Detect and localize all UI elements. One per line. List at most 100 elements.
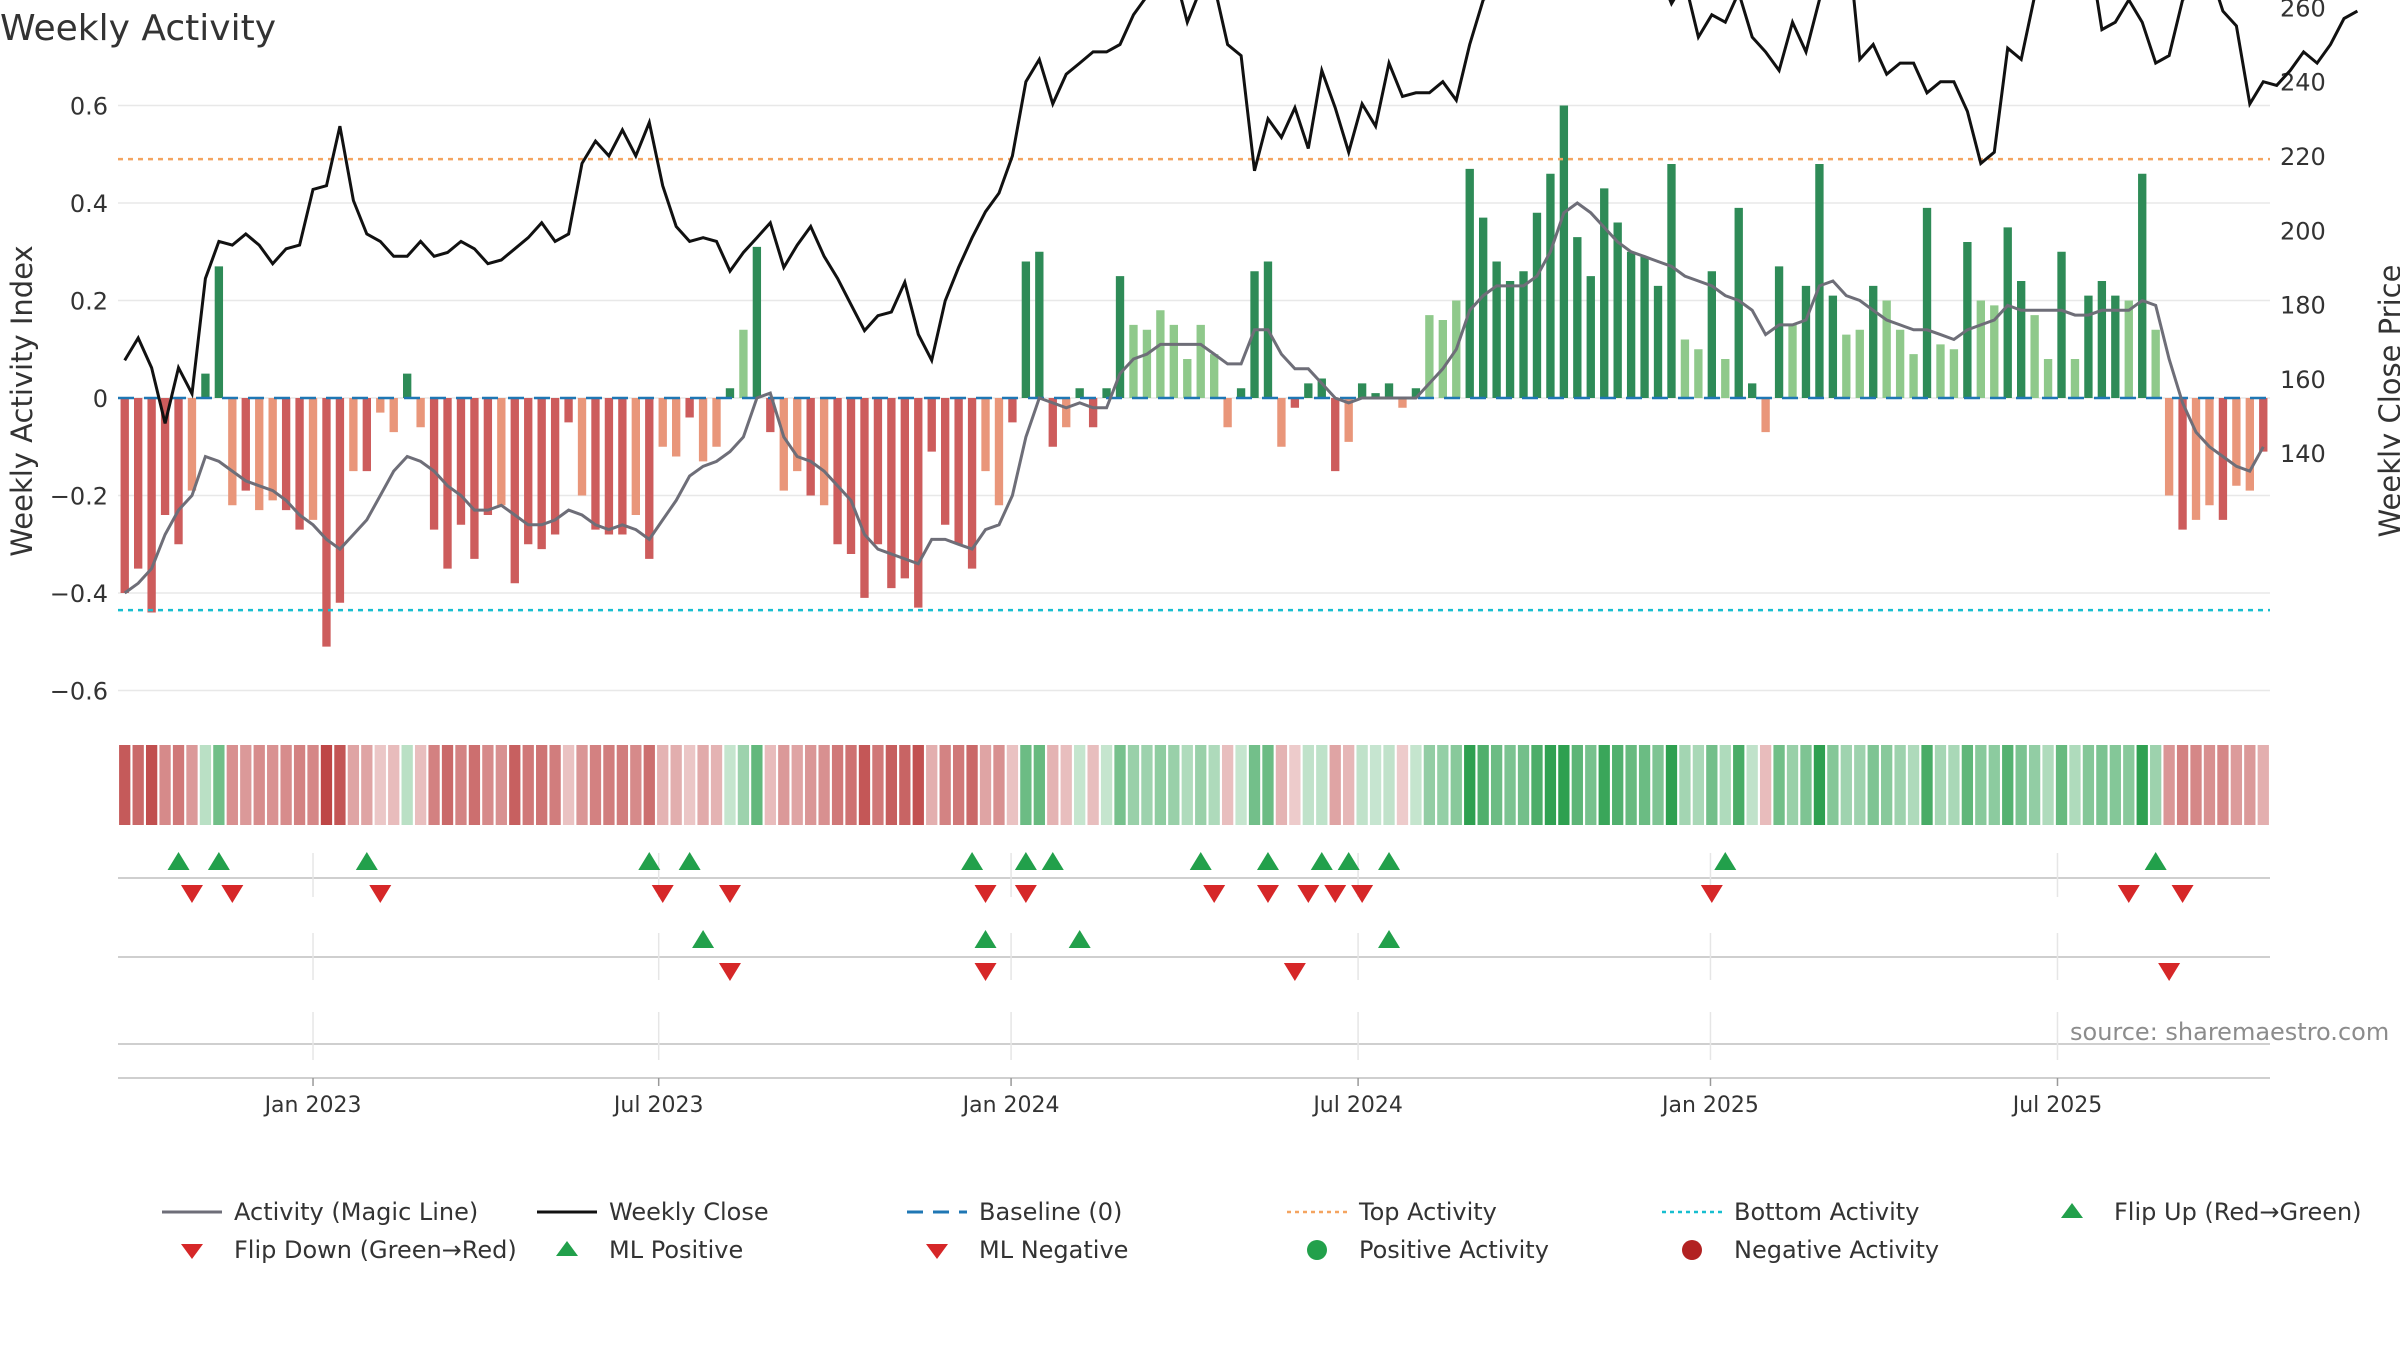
activity-bar xyxy=(1895,329,1905,398)
heat-strip-cell xyxy=(1369,745,1382,825)
heat-strip-cell xyxy=(1719,745,1731,825)
heat-strip-cell xyxy=(159,745,171,825)
y-axis-right: 300280260240220200180160140 xyxy=(2280,0,2326,468)
event-rows xyxy=(118,852,2270,1079)
heat-strip-cell xyxy=(414,745,427,825)
activity-bar xyxy=(1626,251,1636,398)
activity-bar xyxy=(1748,383,1757,398)
activity-bar xyxy=(806,398,815,496)
activity-bar xyxy=(120,398,129,593)
heat-strip-cell xyxy=(1154,745,1167,825)
activity-bar xyxy=(443,398,452,569)
heat-strip-cell xyxy=(1638,745,1651,825)
heat-strip-cell xyxy=(2109,745,2121,825)
heat-strip-cell xyxy=(320,745,333,825)
heat-strip-cell xyxy=(1181,745,1193,825)
activity-bar xyxy=(1505,281,1515,398)
y-tick-label: 0.4 xyxy=(70,190,108,218)
magic-line-series xyxy=(123,201,2265,595)
heat-strip-cell xyxy=(199,745,212,825)
heat-strip-cell xyxy=(899,745,911,825)
activity-bar xyxy=(497,398,506,506)
heat-strip-cell xyxy=(1544,745,1557,825)
heat-strip-cell xyxy=(1881,745,1893,825)
heat-strip-cell xyxy=(1490,745,1503,825)
activity-bar xyxy=(550,398,560,535)
flip-down-marker xyxy=(2171,885,2194,903)
activity-bar xyxy=(1008,398,1017,423)
ml-positive-marker xyxy=(974,930,997,948)
weekly-close-series xyxy=(123,0,2359,424)
activity-bar xyxy=(470,398,479,559)
activity-bar xyxy=(1048,398,1057,447)
activity-bar xyxy=(389,398,398,433)
activity-bar xyxy=(846,398,856,554)
activity-bar xyxy=(1573,237,1582,398)
heat-strip-cell xyxy=(1248,745,1261,825)
heat-strip-cell xyxy=(1840,745,1852,825)
heat-strip-cell xyxy=(1208,745,1220,825)
heat-strip-cell xyxy=(1867,745,1879,825)
heat-strip-cell xyxy=(737,745,750,825)
activity-bar xyxy=(2003,227,2012,398)
activity-bar xyxy=(1801,285,1811,398)
heat-strip-cell xyxy=(2042,745,2054,825)
heat-strip-cell xyxy=(603,745,615,825)
activity-bar xyxy=(1210,354,1219,398)
heat-strip-cell xyxy=(1235,745,1247,825)
heat-strip-cell xyxy=(2028,745,2041,825)
heat-strip-cell xyxy=(2203,745,2216,825)
activity-bar xyxy=(1828,295,1838,398)
activity-bar xyxy=(1115,276,1125,398)
activity-bar xyxy=(994,398,1004,506)
heat-strip-cell xyxy=(388,745,400,825)
activity-bar xyxy=(2151,329,2160,398)
activity-bar xyxy=(295,398,304,530)
activity-bar xyxy=(524,398,533,545)
flip-down-marker xyxy=(221,885,244,903)
heat-strip-cell xyxy=(536,745,548,825)
activity-bar xyxy=(1425,315,1434,398)
activity-bar xyxy=(833,398,842,545)
activity-bar xyxy=(1465,168,1474,398)
heat-strip-cell xyxy=(1786,745,1799,825)
activity-bar xyxy=(1761,398,1770,433)
heat-strip-cell xyxy=(1450,745,1462,825)
heat-strip-cell xyxy=(2015,745,2027,825)
x-tick-label: Jul 2024 xyxy=(1311,1093,1403,1118)
heat-strip-cell xyxy=(1060,745,1072,825)
reference-lines xyxy=(118,157,2270,612)
heat-strip-cell xyxy=(2082,745,2095,825)
ml-negative-marker xyxy=(2158,963,2181,981)
activity-bar xyxy=(134,398,143,569)
activity-bar xyxy=(1842,334,1851,398)
ml-negative-marker xyxy=(1283,963,1306,981)
heat-strip-cell xyxy=(1692,745,1705,825)
flip-up-marker xyxy=(961,852,984,870)
heat-strip-cell xyxy=(1813,745,1826,825)
activity-bar xyxy=(591,398,600,530)
chart-title: Weekly Activity xyxy=(0,8,277,49)
flip-down-marker xyxy=(1256,885,1279,903)
activity-bar xyxy=(2205,398,2214,506)
flip-up-marker xyxy=(1378,852,1401,870)
heat-strip-cell xyxy=(751,745,763,825)
activity-bar xyxy=(2043,359,2053,398)
heat-strip-cell xyxy=(1100,745,1113,825)
activity-bar xyxy=(1734,207,1743,398)
heat-strip-cell xyxy=(657,745,669,825)
heat-strip-cell xyxy=(1195,745,1207,825)
heat-strip-cell xyxy=(1168,745,1180,825)
heat-strip-cell xyxy=(240,745,252,825)
heat-strip-cell xyxy=(1437,745,1449,825)
ml-negative-marker xyxy=(718,963,741,981)
heat-strip-cell xyxy=(1665,745,1678,825)
ml-negative-marker xyxy=(974,963,997,981)
x-tick-label: Jul 2023 xyxy=(612,1093,704,1118)
heat-strip-cell xyxy=(428,745,440,825)
activity-bar xyxy=(766,398,775,433)
activity-bar xyxy=(1721,359,1730,398)
heat-strip-cell xyxy=(710,745,723,825)
heat-strip-cell xyxy=(1074,745,1086,825)
activity-bar xyxy=(1196,324,1205,398)
